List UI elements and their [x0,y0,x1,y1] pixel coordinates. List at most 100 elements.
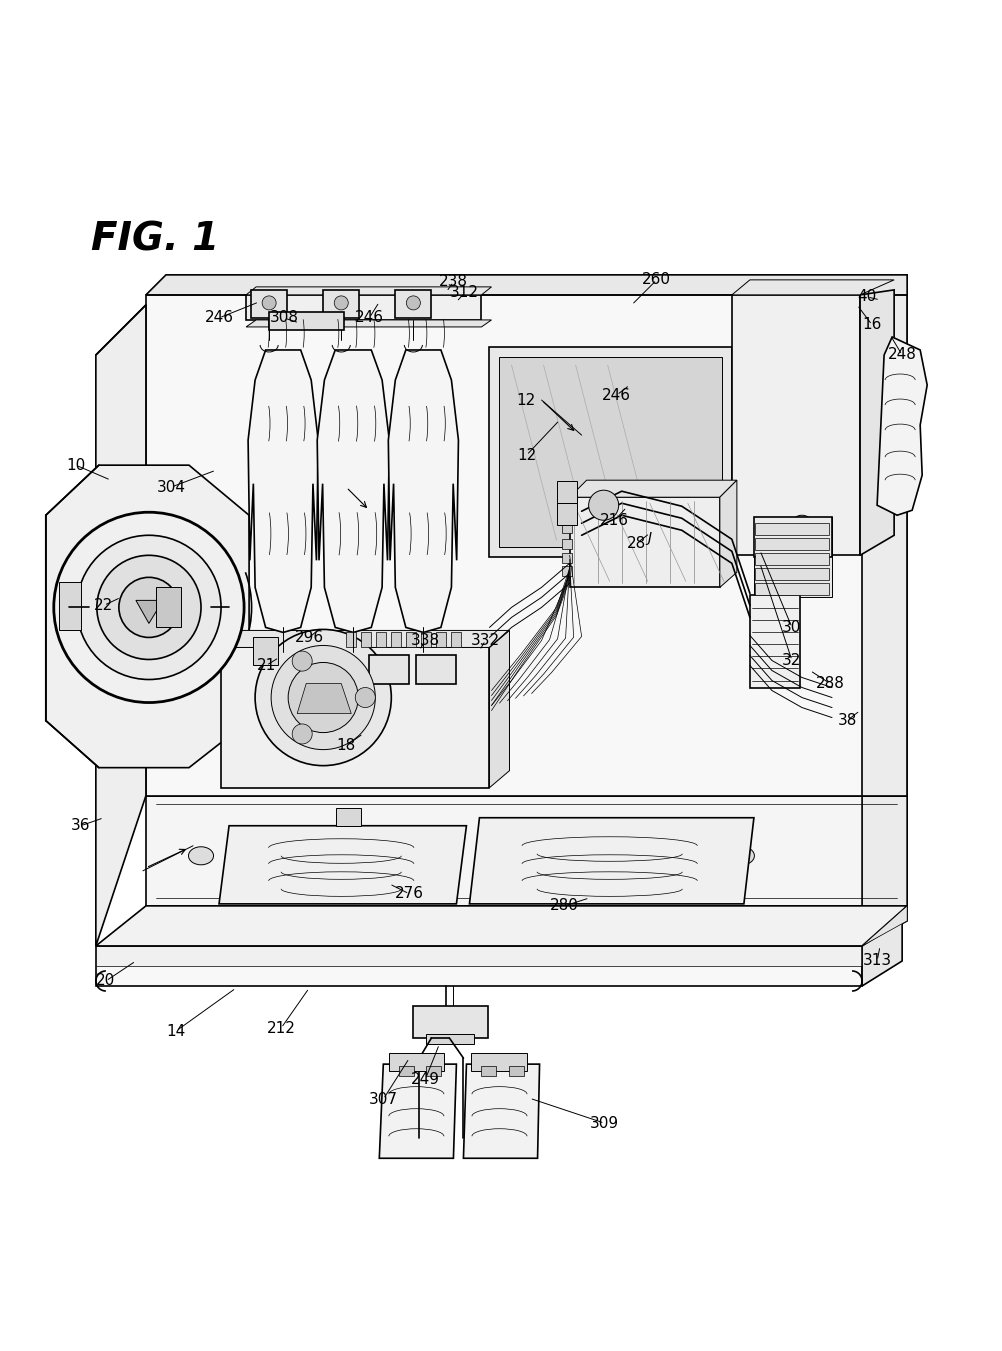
Polygon shape [136,600,162,623]
Text: 40: 40 [857,289,876,304]
Bar [413,1006,488,1038]
Text: 32: 32 [782,653,801,667]
Text: 246: 246 [204,311,233,326]
Bar [481,1066,496,1077]
Text: 308: 308 [270,311,299,326]
Polygon shape [218,825,466,904]
Polygon shape [862,796,906,946]
Circle shape [262,296,276,309]
Polygon shape [46,465,248,767]
Ellipse shape [728,847,754,865]
Ellipse shape [188,847,213,865]
Bar [556,503,576,526]
Polygon shape [96,946,862,986]
Text: 296: 296 [295,630,324,644]
Circle shape [54,512,243,703]
Bar [556,481,576,503]
Polygon shape [145,796,906,907]
Bar [389,1054,444,1071]
Polygon shape [719,480,736,588]
Bar [323,290,359,317]
Text: 304: 304 [156,480,185,494]
Polygon shape [569,497,719,588]
Polygon shape [876,336,926,515]
Circle shape [355,688,375,708]
Polygon shape [317,350,389,632]
Bar [561,566,571,577]
Bar [391,632,401,647]
Bar [508,1066,523,1077]
Text: 246: 246 [601,388,630,403]
Polygon shape [145,295,906,796]
Text: 276: 276 [395,886,424,901]
Text: J: J [647,531,651,546]
Circle shape [790,515,814,539]
Text: 238: 238 [439,274,468,289]
Bar [451,632,461,647]
Text: 249: 249 [411,1071,440,1086]
Bar [561,539,571,550]
Text: 14: 14 [166,1024,185,1039]
Circle shape [334,296,348,309]
Circle shape [406,296,420,309]
Text: 38: 38 [837,713,856,728]
Text: 288: 288 [815,676,844,690]
Bar [561,509,571,519]
Bar [561,523,571,534]
Text: 21: 21 [257,658,276,673]
Bar [426,1066,441,1077]
Polygon shape [862,907,906,946]
Text: 307: 307 [369,1092,398,1106]
Polygon shape [469,817,754,904]
Polygon shape [96,907,906,946]
Text: 12: 12 [516,447,536,462]
Text: 28: 28 [626,536,645,551]
Polygon shape [754,517,832,558]
Text: 248: 248 [887,347,916,362]
Bar [561,554,571,563]
Polygon shape [749,596,800,688]
Text: FIG. 1: FIG. 1 [91,220,218,259]
Polygon shape [862,921,901,986]
Text: 30: 30 [782,620,801,635]
Text: 309: 309 [589,1116,618,1131]
Text: 16: 16 [862,317,881,332]
Polygon shape [489,347,731,558]
Text: 246: 246 [355,311,384,326]
Text: 312: 312 [450,285,479,300]
Bar [471,1054,526,1071]
Bar [399,1066,414,1077]
Bar [253,638,278,666]
Circle shape [77,535,220,680]
Polygon shape [860,290,893,555]
Polygon shape [245,295,481,320]
Polygon shape [489,631,509,788]
Bar [755,569,829,581]
Polygon shape [731,280,893,295]
Bar [421,632,431,647]
Polygon shape [245,286,491,295]
Bar [155,588,180,627]
Polygon shape [247,350,318,632]
Polygon shape [145,274,906,295]
Bar [755,523,829,535]
Bar [376,632,386,647]
Circle shape [271,646,375,750]
Text: 12: 12 [516,393,535,408]
Polygon shape [388,350,458,632]
Polygon shape [220,631,509,647]
Circle shape [292,651,312,671]
Polygon shape [220,647,489,788]
Text: 20: 20 [96,974,115,989]
Bar [426,1034,474,1044]
Bar [755,554,829,565]
Bar [269,312,344,330]
Circle shape [288,662,358,732]
Text: 10: 10 [66,458,85,473]
Circle shape [255,630,391,766]
Polygon shape [96,305,145,946]
Polygon shape [754,517,832,597]
Text: 338: 338 [411,634,440,648]
Bar [336,808,361,825]
Text: 313: 313 [862,954,891,969]
